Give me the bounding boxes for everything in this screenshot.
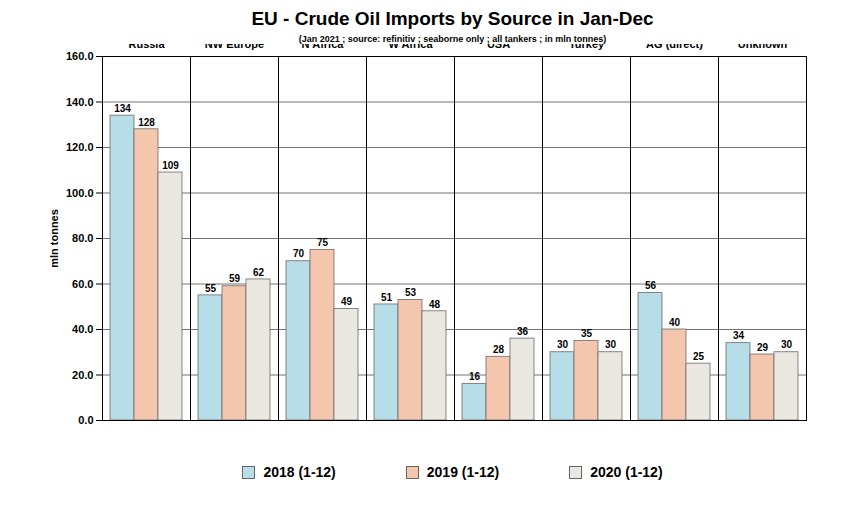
svg-text:mln tonnes: mln tonnes — [48, 209, 60, 268]
svg-text:AG (direct): AG (direct) — [646, 44, 703, 50]
svg-text:Russia: Russia — [128, 44, 165, 50]
svg-text:56: 56 — [645, 280, 657, 291]
svg-text:30: 30 — [781, 339, 793, 350]
svg-text:0.0: 0.0 — [78, 414, 93, 426]
svg-text:53: 53 — [405, 287, 417, 298]
svg-text:48: 48 — [429, 299, 441, 310]
html-text:2020 (1-12): 2020 (1-12) — [590, 464, 663, 480]
html-text:(Jan 2021 ; source: refinitiv: (Jan 2021 ; source: refinitiv ; seaborne… — [298, 34, 607, 44]
svg-text:NW Europe: NW Europe — [205, 44, 264, 50]
svg-text:55: 55 — [205, 283, 217, 294]
svg-text:160.0: 160.0 — [66, 50, 94, 62]
svg-text:30: 30 — [605, 339, 617, 350]
svg-text:75: 75 — [317, 237, 329, 248]
svg-text:25: 25 — [693, 351, 705, 362]
svg-text:40.0: 40.0 — [72, 323, 93, 335]
svg-text:59: 59 — [229, 273, 241, 284]
html-text:2019 (1-12): 2019 (1-12) — [426, 464, 500, 480]
svg-text:140.0: 140.0 — [66, 96, 94, 108]
svg-text:28: 28 — [493, 344, 505, 355]
svg-text:60.0: 60.0 — [72, 278, 93, 290]
svg-text:20.0: 20.0 — [72, 369, 93, 381]
svg-text:Turkey: Turkey — [569, 44, 605, 50]
svg-text:109: 109 — [162, 160, 179, 171]
svg-text:Others/Unknown: Others/Unknown — [738, 44, 788, 50]
svg-text:W Africa: W Africa — [388, 44, 433, 50]
svg-text:134: 134 — [114, 103, 131, 114]
svg-text:36: 36 — [517, 326, 529, 337]
svg-text:100.0: 100.0 — [66, 187, 94, 199]
svg-text:80.0: 80.0 — [72, 232, 93, 244]
html-text:EU - Crude Oil Imports by Sour: EU - Crude Oil Imports by Source in Jan-… — [251, 8, 654, 29]
svg-text:35: 35 — [581, 328, 593, 339]
svg-text:120.0: 120.0 — [66, 141, 94, 153]
svg-text:128: 128 — [138, 117, 155, 128]
svg-text:N Africa: N Africa — [302, 44, 345, 50]
svg-text:70: 70 — [293, 248, 305, 259]
svg-text:62: 62 — [253, 267, 265, 278]
svg-text:USA: USA — [487, 44, 510, 50]
svg-text:51: 51 — [381, 292, 393, 303]
html-text:2018 (1-12): 2018 (1-12) — [263, 464, 336, 480]
svg-text:49: 49 — [341, 296, 353, 307]
svg-text:30: 30 — [557, 339, 569, 350]
svg-text:34: 34 — [733, 330, 745, 341]
svg-text:40: 40 — [669, 317, 681, 328]
svg-text:16: 16 — [469, 371, 481, 382]
svg-text:29: 29 — [757, 342, 769, 353]
